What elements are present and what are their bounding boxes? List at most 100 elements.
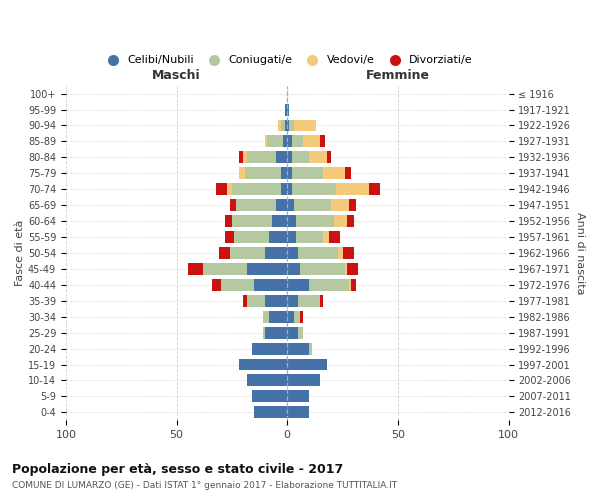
Bar [221,279,254,291]
Bar [234,231,269,243]
Text: COMUNE DI LUMARZO (GE) - Dati ISTAT 1° gennaio 2017 - Elaborazione TUTTITALIA.IT: COMUNE DI LUMARZO (GE) - Dati ISTAT 1° g… [12,481,397,490]
Bar [287,279,310,291]
Bar [247,295,265,306]
Bar [225,215,232,227]
Legend: Celibi/Nubili, Coniugati/e, Vedovi/e, Divorziati/e: Celibi/Nubili, Coniugati/e, Vedovi/e, Di… [97,51,477,70]
Bar [212,279,221,291]
Bar [230,247,265,259]
Bar [296,215,334,227]
Bar [320,136,325,147]
Bar [352,279,356,291]
Bar [267,136,283,147]
Bar [287,168,292,179]
Bar [239,358,287,370]
Bar [287,342,310,354]
Bar [281,183,287,195]
Bar [278,120,281,132]
Bar [281,120,285,132]
Bar [349,199,356,211]
Bar [334,215,347,227]
Bar [345,263,347,275]
Bar [265,136,267,147]
Bar [263,326,265,338]
Bar [232,215,272,227]
Bar [310,152,327,164]
Bar [269,231,287,243]
Text: Femmine: Femmine [366,70,430,82]
Bar [292,168,323,179]
Bar [245,168,281,179]
Bar [247,152,276,164]
Bar [294,310,301,322]
Bar [323,231,329,243]
Bar [285,104,287,116]
Bar [239,152,243,164]
Bar [292,152,310,164]
Bar [301,310,302,322]
Bar [247,263,287,275]
Bar [323,168,345,179]
Bar [338,247,343,259]
Bar [343,247,353,259]
Bar [276,199,287,211]
Bar [287,358,327,370]
Bar [287,152,292,164]
Bar [227,183,232,195]
Bar [285,120,287,132]
Bar [287,295,298,306]
Bar [265,247,287,259]
Bar [287,231,296,243]
Bar [287,136,292,147]
Bar [292,183,336,195]
Bar [272,215,287,227]
Bar [265,295,287,306]
Bar [336,183,369,195]
Bar [218,247,230,259]
Bar [287,310,294,322]
Bar [269,310,287,322]
Bar [310,342,311,354]
Bar [329,231,340,243]
Bar [298,247,338,259]
Y-axis label: Anni di nascita: Anni di nascita [575,212,585,294]
Bar [283,136,287,147]
Bar [294,199,331,211]
Text: Maschi: Maschi [152,70,201,82]
Bar [294,120,316,132]
Bar [369,183,380,195]
Bar [287,120,289,132]
Bar [232,183,281,195]
Bar [230,199,236,211]
Bar [287,406,310,418]
Bar [331,199,349,211]
Bar [289,120,294,132]
Bar [287,326,298,338]
Bar [287,104,289,116]
Bar [247,374,287,386]
Bar [287,390,310,402]
Bar [349,279,352,291]
Bar [265,326,287,338]
Bar [298,326,302,338]
Bar [254,279,287,291]
Bar [327,152,331,164]
Bar [263,310,269,322]
Bar [287,374,320,386]
Bar [254,406,287,418]
Bar [320,295,323,306]
Bar [301,263,345,275]
Bar [287,215,296,227]
Bar [281,168,287,179]
Bar [243,152,247,164]
Text: Popolazione per età, sesso e stato civile - 2017: Popolazione per età, sesso e stato civil… [12,462,343,475]
Bar [302,136,320,147]
Bar [239,168,245,179]
Bar [292,136,302,147]
Bar [310,279,349,291]
Bar [243,295,247,306]
Bar [347,263,358,275]
Bar [188,263,203,275]
Bar [236,199,276,211]
Bar [217,183,227,195]
Bar [347,215,353,227]
